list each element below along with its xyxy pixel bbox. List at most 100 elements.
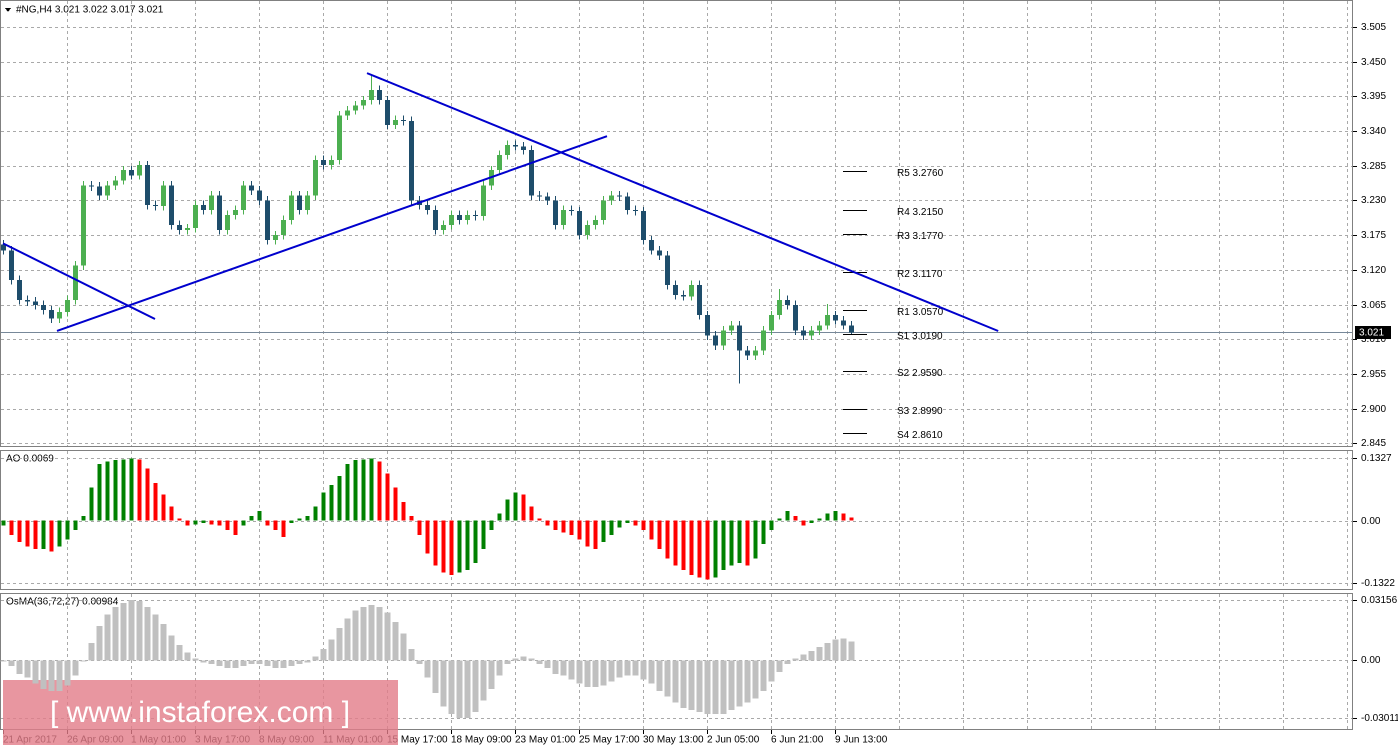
candle-body (753, 350, 758, 356)
pivot-label: R1 3.0570 (897, 307, 944, 318)
histogram-bar (401, 501, 406, 521)
x-tick-label: 15 May 17:00 (387, 735, 448, 746)
ao-frame (0, 450, 1353, 590)
histogram-bar (528, 658, 535, 661)
histogram-bar (16, 660, 23, 674)
pivot-label: R3 3.1770 (897, 231, 944, 242)
histogram-bar (665, 520, 670, 559)
histogram-bar (425, 520, 430, 554)
histogram-bar (529, 506, 534, 521)
histogram-bar (720, 660, 727, 714)
y-tick-label: 3.505 (1361, 22, 1386, 33)
histogram-bar (616, 660, 623, 678)
histogram-bar (265, 520, 270, 526)
histogram-bar (128, 600, 135, 661)
candle-body (9, 250, 14, 280)
histogram-bar (497, 513, 502, 521)
histogram-bar (249, 515, 254, 521)
histogram-bar (521, 494, 526, 521)
candle-body (41, 305, 46, 311)
histogram-bar (592, 660, 599, 688)
x-tick-label: 6 Jun 21:00 (771, 735, 824, 746)
candle-body (537, 195, 542, 197)
histogram-bar (417, 520, 422, 535)
candle-body (161, 185, 166, 207)
histogram-bar (136, 601, 143, 661)
candle-body (265, 200, 270, 241)
candle-body (65, 300, 70, 313)
histogram-bar (313, 506, 318, 521)
histogram-bar (17, 520, 22, 542)
y-tick-label: 3.065 (1361, 300, 1386, 311)
histogram-bar (104, 614, 111, 661)
histogram-bar (377, 461, 382, 521)
x-tick-label: 2 Jun 05:00 (707, 735, 760, 746)
watermark-box (3, 680, 398, 745)
candle-body (713, 335, 718, 346)
histogram-bar (0, 660, 7, 662)
histogram-bar (105, 461, 110, 521)
candle-body (57, 312, 62, 319)
histogram-bar (601, 520, 606, 542)
candle-body (385, 100, 390, 125)
histogram-bar (432, 660, 439, 693)
price-tag (1355, 326, 1391, 339)
histogram-bar (489, 520, 494, 531)
candle-body (601, 200, 606, 221)
histogram-bar (552, 660, 559, 674)
y-tick-label: 3.010 (1361, 334, 1386, 345)
histogram-bar (169, 506, 174, 521)
histogram-bar (288, 660, 295, 667)
histogram-bar (272, 660, 279, 669)
histogram-bar (648, 660, 655, 684)
histogram-bar (768, 660, 775, 682)
histogram-bar (424, 660, 431, 678)
candle-body (401, 119, 406, 122)
histogram-bar (216, 660, 223, 667)
histogram-bar (281, 520, 286, 538)
candle-body (25, 300, 30, 302)
histogram-bar (449, 520, 454, 575)
candle-body (81, 185, 86, 266)
candle-body (337, 115, 342, 161)
candle-body (561, 209, 566, 226)
histogram-bar (576, 660, 583, 684)
candle-body (145, 165, 150, 205)
histogram-bar (793, 515, 798, 521)
histogram-bar (593, 520, 598, 549)
histogram-bar (280, 660, 287, 669)
histogram-bar (664, 660, 671, 697)
histogram-bar (656, 660, 663, 691)
osma-frame (0, 593, 1353, 730)
histogram-bar (329, 485, 334, 521)
histogram-bar (505, 499, 510, 521)
y-tick-label: 0.03156 (1361, 595, 1398, 606)
histogram-bar (673, 520, 678, 566)
histogram-bar (224, 660, 231, 669)
histogram-bar (352, 610, 359, 661)
histogram-bar (64, 660, 71, 686)
histogram-bar (697, 520, 702, 578)
histogram-bar (832, 639, 839, 661)
candle-body (297, 195, 302, 210)
histogram-bar (225, 520, 230, 531)
histogram-bar (217, 520, 222, 526)
histogram-bar (721, 520, 726, 571)
histogram-bar (849, 517, 854, 521)
candle-body (761, 330, 766, 351)
histogram-bar (464, 660, 471, 718)
histogram-bar (600, 660, 607, 686)
histogram-bar (256, 660, 263, 665)
histogram-bar (369, 458, 374, 521)
histogram-bar (360, 606, 367, 661)
histogram-bar (88, 643, 95, 661)
y-tick-label: 3.175 (1361, 230, 1386, 241)
histogram-bar (776, 660, 783, 672)
histogram-bar (384, 612, 391, 661)
candle-body (849, 325, 854, 333)
candle-body (273, 235, 278, 241)
candle-body (201, 204, 206, 210)
histogram-bar (353, 460, 358, 521)
histogram-bar (561, 520, 566, 533)
